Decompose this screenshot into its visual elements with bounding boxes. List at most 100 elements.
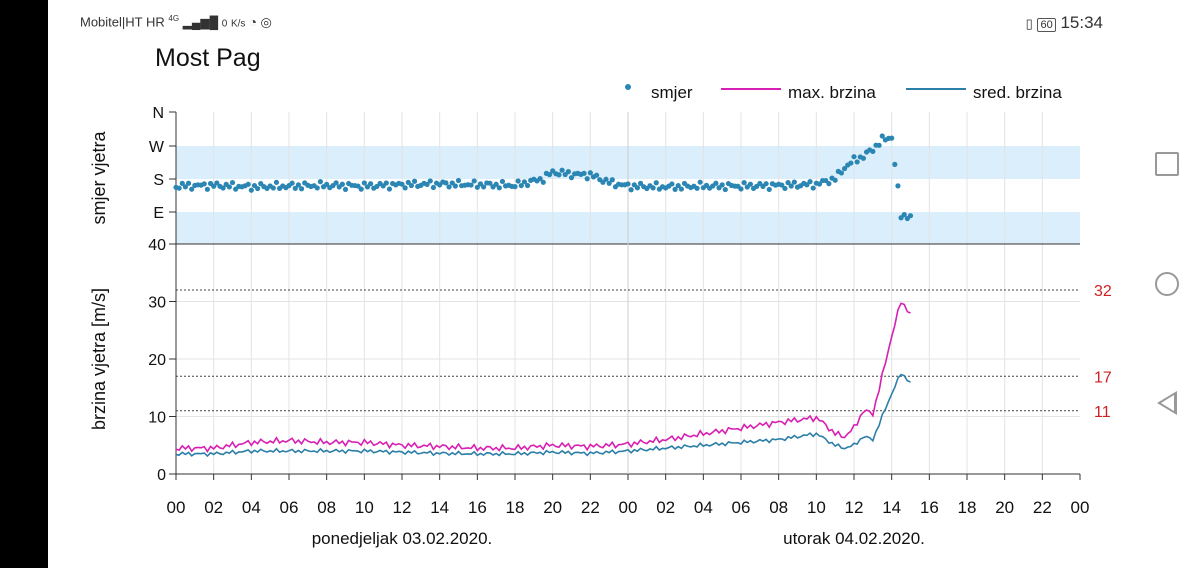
direction-point (697, 179, 703, 185)
x-tick-label: 18 (958, 498, 977, 517)
direction-point (248, 187, 254, 193)
direction-point (785, 180, 791, 186)
back-button-inner (1161, 395, 1174, 411)
signal-icon: ▂▄▆█ (182, 15, 219, 30)
x-tick-label: 06 (280, 498, 299, 517)
direction-point (606, 180, 612, 186)
speed-axis-label: brzina vjetra [m/s] (89, 288, 109, 430)
direction-point (361, 180, 367, 186)
direction-point (594, 172, 600, 178)
direction-point (487, 180, 493, 186)
direction-point (848, 160, 854, 166)
speed-value: 0 (221, 18, 228, 30)
direction-point (471, 178, 477, 184)
direction-point (176, 185, 182, 191)
direction-point (766, 186, 772, 193)
direction-point (738, 186, 744, 192)
series-line-sred-brzina (175, 373, 911, 458)
direction-point (474, 184, 480, 190)
direction-point (713, 180, 719, 186)
direction-point (841, 165, 848, 172)
dir-tick-label: W (149, 139, 165, 156)
series-group (173, 133, 914, 458)
direction-point (339, 181, 345, 187)
direction-point (763, 181, 769, 187)
direction-point (211, 183, 217, 189)
direction-point (358, 186, 364, 192)
x-tick-label: 20 (543, 498, 562, 517)
direction-point (779, 182, 785, 188)
page-title: Most Pag (155, 44, 261, 72)
direction-point (810, 185, 816, 191)
direction-point (741, 180, 747, 186)
home-button[interactable] (1155, 272, 1179, 296)
direction-point (295, 182, 302, 188)
reference-value: 11 (1094, 404, 1111, 421)
recent-apps-button[interactable] (1155, 152, 1179, 176)
direction-point (653, 180, 659, 186)
x-ticks: 00 02 04 06 08 10 12 14 16 18 20 22 00 02 04 06 08 10 12 14… (167, 474, 1090, 517)
direction-point (411, 178, 418, 184)
direction-point (383, 180, 389, 186)
direction-point (342, 186, 349, 193)
direction-point (229, 179, 236, 186)
direction-point (901, 212, 907, 218)
direction-point (481, 184, 487, 190)
x-tick-label: 00 (619, 498, 638, 517)
direction-point (524, 182, 531, 189)
direction-point (832, 177, 838, 183)
legend-avg-label: sred. brzina (973, 83, 1062, 102)
x-tick-label: 00 (1071, 498, 1090, 517)
direction-point (719, 182, 725, 188)
direction-point (788, 183, 794, 189)
direction-point (826, 181, 832, 187)
direction-point (678, 186, 684, 192)
dir-tick-label: S (153, 172, 164, 189)
speed-ticks: 0 10 20 30 40 (148, 237, 176, 484)
x-tick-label: 04 (694, 498, 713, 517)
x-tick-label: 22 (581, 498, 600, 517)
x-tick-label: 16 (920, 498, 939, 517)
direction-point (496, 185, 502, 191)
x-tick-label: 10 (355, 498, 374, 517)
dir-tick-label: E (153, 205, 164, 222)
x-tick-label: 00 (167, 498, 186, 517)
x-tick-label: 02 (656, 498, 675, 517)
direction-point (898, 215, 904, 221)
direction-point (838, 170, 845, 176)
speed-tick-label: 0 (157, 467, 166, 484)
x-tick-label: 02 (204, 498, 223, 517)
direction-point (628, 187, 634, 193)
dir-tick-label: N (152, 105, 164, 122)
x-tick-label: 14 (882, 498, 901, 517)
x-tick-label: 04 (242, 498, 261, 517)
direction-point (807, 179, 813, 185)
direction-point (609, 177, 615, 183)
vibrate-icon: ▯ (1025, 16, 1033, 31)
direction-point (879, 133, 885, 139)
direction-point (907, 213, 914, 219)
x-tick-label: 18 (506, 498, 525, 517)
direction-point (694, 185, 700, 191)
reference-lines: 32 17 11 (176, 283, 1112, 421)
direction-point (201, 181, 207, 187)
direction-point (364, 184, 371, 190)
direction-point (333, 180, 339, 186)
x-tick-label: 08 (317, 498, 336, 517)
direction-point (368, 181, 374, 187)
x-tick-label: 14 (430, 498, 449, 517)
direction-point (537, 176, 543, 182)
direction-point (518, 182, 524, 189)
direction-point (559, 167, 565, 173)
status-bar-right: ▯ 60 15:34 (1026, 13, 1103, 33)
direction-point (182, 184, 189, 190)
direction-point (220, 185, 226, 191)
clock: 15:34 (1060, 13, 1103, 32)
direction-point (446, 184, 452, 190)
direction-point (402, 185, 408, 191)
x-tick-label: 16 (468, 498, 487, 517)
direction-point (889, 135, 895, 141)
direction-point (747, 181, 754, 187)
